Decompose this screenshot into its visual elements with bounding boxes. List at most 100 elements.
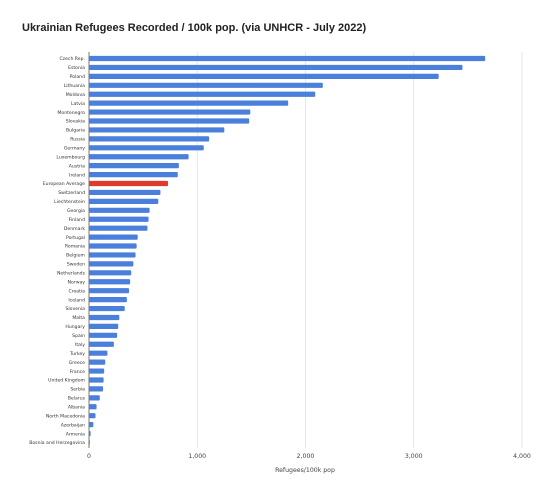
category-label: Albania [68,404,85,410]
chart-title: Ukrainian Refugees Recorded / 100k pop. … [22,22,367,34]
category-label: Sweden [67,262,85,268]
bar [89,100,289,106]
bar [89,207,150,213]
category-label: Norway [68,279,86,285]
category-label: Slovenia [65,306,85,312]
bar [89,118,250,124]
category-label: European Average [43,181,85,187]
category-label: Lithuania [64,83,85,89]
bar [89,368,105,374]
bar [89,288,130,294]
category-label: Iceland [68,297,85,303]
bar [89,189,161,196]
bar [89,73,439,79]
bar [89,305,125,312]
category-label: Switzerland [58,190,85,196]
bar [89,386,104,392]
category-label: Belarus [68,396,86,402]
bar [89,171,178,178]
bar [89,55,486,62]
bar [89,413,96,419]
category-label: Poland [70,74,85,80]
bar [89,297,127,303]
bar [89,225,148,231]
category-label: Czech Rep. [59,56,85,62]
category-label: Russia [70,137,85,143]
category-label: Portugal [66,235,85,241]
bar [89,243,137,249]
bar [89,314,120,321]
category-label: Germany [64,146,85,152]
category-labels: Czech Rep. Estonia Poland Lithuania Moldova L… [29,56,85,446]
bar [89,270,132,276]
category-label: Luxembourg [56,154,85,160]
category-label: Malta [72,315,85,321]
category-label: Montenegro [57,110,85,116]
x-tick-label: 1,000 [188,453,206,460]
gridlines [88,52,523,448]
category-label: Bulgaria [66,128,85,134]
category-label: Hungary [65,324,85,330]
x-tick-label: 3,000 [405,453,423,460]
bars [89,55,486,446]
bar [89,127,225,133]
bar [89,163,179,169]
category-label: North Macedonia [46,413,85,419]
category-label: Romania [65,244,85,250]
category-label: Denmark [64,226,85,232]
bar [89,64,463,71]
bar [89,91,316,97]
category-label: Azerbaijan [61,422,85,428]
bar [89,332,118,338]
category-label: Liechtenstein [54,199,85,205]
category-label: United Kingdom [48,378,85,384]
x-tick-labels: 0 1,000 2,000 3,000 4,000 [87,453,531,460]
bar [89,359,106,365]
category-label: Austria [69,163,85,169]
category-label: Belgium [66,253,85,259]
x-tick-label: 2,000 [297,453,315,460]
bar-highlight [89,180,169,187]
category-label: Croatia [68,288,85,294]
bar [89,198,159,204]
x-tick-label: 0 [87,453,91,460]
category-label: Bosnia and Herzegovina [29,440,85,446]
category-label: Ireland [69,172,85,178]
category-label: Finland [69,217,85,223]
bar [89,154,189,160]
bar [89,109,251,115]
category-label: Netherlands [57,271,86,277]
bar [89,82,323,88]
x-axis-title: Refugees/100k pop [275,467,335,474]
x-tick-label: 4,000 [513,453,531,460]
bar [89,323,119,329]
category-label: Latvia [71,101,85,107]
bar [89,422,94,428]
bar [89,279,131,285]
category-label: Italy [75,342,85,348]
bar [89,404,97,410]
bar [89,216,149,222]
bar [89,136,210,142]
bar [89,377,104,383]
category-label: Slovakia [66,119,85,125]
category-label: France [70,369,85,375]
category-label: Georgia [67,208,85,214]
category-label: Spain [72,333,85,339]
bar [89,430,91,437]
category-label: Estonia [68,65,85,71]
category-label: Turkey [69,351,85,357]
bar [89,395,100,401]
bar [89,234,138,240]
category-label: Armenia [66,431,85,437]
bar [89,350,108,356]
category-label: Moldova [66,92,85,98]
bar [89,252,136,258]
bar [89,439,90,446]
bar [89,145,204,151]
bar [89,341,114,347]
category-label: Greece [69,360,86,366]
bar [89,261,134,267]
